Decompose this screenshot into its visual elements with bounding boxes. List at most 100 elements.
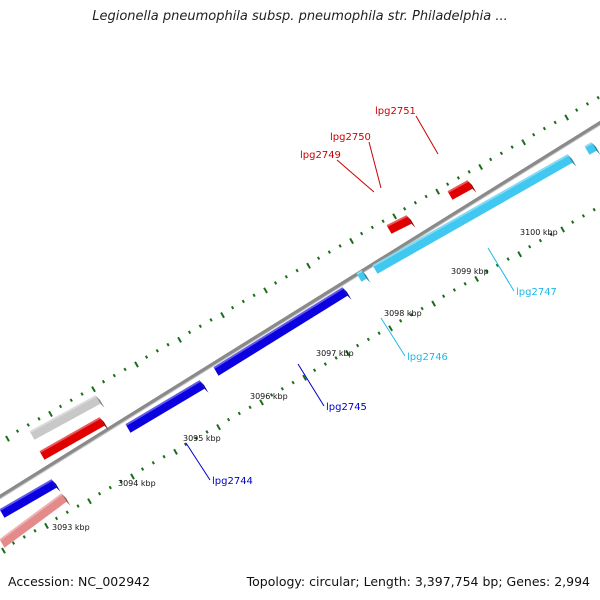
tick-mark	[306, 262, 311, 269]
gene-end-face	[62, 494, 71, 506]
gene-red-upper[interactable]	[39, 417, 109, 460]
leader-line	[415, 115, 439, 155]
gene-label-lpg2749[interactable]: lpg2749	[300, 150, 341, 161]
tick-mark	[560, 226, 566, 233]
gene-end-face	[100, 418, 109, 430]
tick-mark	[48, 410, 53, 418]
gene-end-face	[592, 143, 600, 155]
tick-mark	[15, 429, 20, 433]
tick-mark	[291, 380, 295, 385]
gene-highlight	[29, 395, 97, 433]
tick-mark	[506, 257, 510, 261]
tick-mark	[478, 163, 484, 171]
tick-mark	[388, 325, 393, 332]
tick-mark	[596, 95, 600, 100]
gene-features[interactable]	[0, 142, 600, 548]
tick-mark	[510, 145, 514, 149]
tick-mark	[1, 547, 6, 554]
tick-mark	[381, 219, 385, 223]
tick-mark	[252, 293, 256, 298]
tick-mark	[532, 132, 536, 137]
tick-mark	[263, 287, 268, 294]
gene-body	[448, 181, 473, 200]
gene-lpg2747[interactable]	[372, 154, 577, 274]
tick-mark	[87, 498, 92, 505]
tick-mark	[549, 232, 553, 237]
tick-mark	[54, 516, 59, 521]
tick-mark	[151, 461, 155, 465]
leader-line	[487, 247, 515, 292]
gene-lpg2751[interactable]	[447, 180, 477, 200]
tick-label: 3097 kbp	[316, 349, 354, 358]
tick-label: 3095 kbp	[183, 434, 221, 443]
tick-mark	[220, 312, 225, 319]
genome-backbone	[0, 120, 600, 500]
gene-right-edge[interactable]	[584, 142, 600, 155]
tick-mark	[273, 281, 278, 285]
tick-mark	[542, 126, 547, 131]
backbone-line	[0, 120, 600, 500]
tick-mark	[194, 436, 198, 440]
gene-label-lpg2747[interactable]: lpg2747	[516, 287, 557, 298]
tick-mark	[37, 416, 41, 421]
tick-mark	[144, 355, 149, 359]
gene-highlight	[0, 493, 63, 541]
gene-body	[0, 494, 67, 548]
map-title: Legionella pneumophila subsp. pneumophil…	[92, 9, 508, 24]
leader-line	[368, 141, 382, 189]
tick-mark	[452, 288, 457, 292]
gene-lpg2746[interactable]	[356, 270, 371, 283]
tick-mark	[101, 379, 106, 384]
gene-label-lpg2750[interactable]: lpg2750	[330, 132, 371, 143]
gene-label-lpg2751[interactable]: lpg2751	[375, 106, 416, 117]
tick-mark	[44, 522, 49, 530]
genome-stats-text: Topology: circular; Length: 3,397,754 bp…	[246, 574, 590, 589]
tick-mark	[5, 435, 10, 442]
gene-body	[126, 381, 205, 433]
gene-label-lpg2746[interactable]: lpg2746	[407, 352, 448, 363]
gene-blue-left[interactable]	[0, 479, 61, 518]
tick-mark	[349, 237, 354, 245]
tick-mark	[355, 343, 360, 348]
tick-mark	[409, 312, 413, 317]
gene-highlight	[386, 215, 408, 227]
tick-mark	[166, 342, 170, 347]
tick-mark	[226, 417, 231, 422]
scale-tick-rows	[1, 95, 600, 554]
gene-lpg2750[interactable]	[386, 215, 416, 234]
leader-line	[297, 363, 325, 407]
tick-mark	[420, 306, 424, 311]
tick-mark	[431, 300, 436, 307]
gene-highlight	[0, 479, 53, 511]
tick-mark	[65, 510, 69, 515]
tick-mark	[413, 200, 417, 205]
tick-mark	[58, 404, 63, 409]
gene-lpg2744[interactable]	[125, 380, 209, 433]
tick-mark	[485, 269, 489, 274]
tick-mark	[119, 479, 123, 484]
tick-mark	[248, 405, 252, 410]
gene-lightred-left[interactable]	[0, 493, 71, 548]
tick-mark	[22, 535, 26, 539]
tick-mark	[463, 281, 467, 286]
tick-label: 3096 kbp	[250, 392, 288, 401]
gene-grey-upper[interactable]	[29, 395, 105, 440]
tick-mark	[571, 220, 575, 224]
gene-highlight	[213, 287, 344, 369]
tick-mark	[205, 430, 209, 434]
tick-mark	[284, 274, 288, 279]
gene-lpg2745[interactable]	[213, 287, 352, 376]
tick-mark	[442, 294, 446, 298]
tick-mark	[392, 213, 397, 220]
gene-label-lpg2745[interactable]: lpg2745	[326, 402, 367, 413]
tick-mark	[162, 454, 166, 459]
tick-mark	[338, 244, 342, 248]
tick-mark	[241, 299, 245, 304]
tick-mark	[581, 214, 586, 218]
gene-end-face	[568, 155, 577, 167]
tick-mark	[130, 473, 135, 480]
gene-labels[interactable]: lpg2751 lpg2750 lpg2749 lpg2747 lpg2746 lpg27…	[212, 106, 557, 487]
gene-label-lpg2744[interactable]: lpg2744	[212, 476, 253, 487]
gene-highlight	[584, 142, 593, 148]
